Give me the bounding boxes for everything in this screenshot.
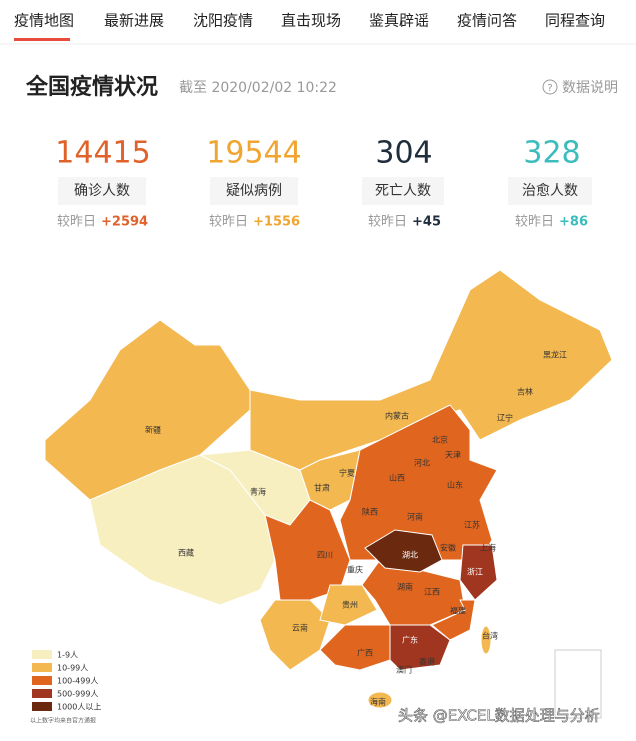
province-label: 新疆 (145, 425, 161, 435)
province-label: 黑龙江 (543, 350, 567, 360)
province-label: 山西 (389, 473, 405, 483)
region[interactable] (319, 584, 378, 626)
region[interactable] (259, 599, 331, 671)
province-label: 广东 (402, 635, 418, 645)
province-label: 浙江 (467, 567, 483, 577)
province-label: 香港 (419, 657, 435, 667)
stat-value: 328 (523, 136, 580, 171)
region[interactable] (480, 625, 492, 655)
legend-label: 1000人以上 (57, 703, 101, 712)
region[interactable] (367, 691, 393, 709)
province-label: 江西 (424, 588, 440, 597)
province-label: 河北 (414, 458, 430, 468)
stat-label-box (508, 177, 592, 205)
province-label: 贵州 (342, 600, 358, 610)
province-label: 福建 (450, 606, 466, 616)
province-label: 海南 (370, 697, 386, 707)
region[interactable] (339, 404, 498, 561)
province-label: 西藏 (178, 548, 194, 558)
legend-label: 500-999人 (57, 690, 98, 699)
delta-prefix: 较昨日 (57, 215, 96, 230)
stat-label-box (362, 177, 444, 205)
province-label: 宁夏 (339, 468, 355, 478)
legend-swatch (32, 650, 52, 659)
province-label: 湖北 (402, 551, 418, 560)
stat-label: 治愈人数 (522, 183, 578, 199)
delta-prefix: 较昨日 (368, 215, 407, 230)
delta: +86 (559, 215, 588, 230)
help-link[interactable]: ? 数据说明 (542, 79, 618, 96)
province-label: 青海 (250, 487, 266, 497)
stats: 14415 确诊人数 较昨日 +2594 19544 疑似病例 较昨日 +155… (55, 136, 592, 230)
province-label: 安徽 (440, 543, 456, 553)
legend-swatch (32, 702, 52, 711)
header-title: 全国疫情状况 (25, 74, 158, 100)
map-note: 以上数字均来自官方通报 (30, 717, 96, 725)
province-label: 甘肃 (314, 483, 330, 493)
stat-value: 19544 (206, 136, 301, 171)
province-label: 江苏 (464, 520, 480, 530)
province-label: 四川 (317, 551, 333, 560)
stat-label-box (210, 177, 298, 205)
region[interactable] (389, 624, 451, 671)
legend-label: 10-99人 (57, 664, 88, 673)
legend-label: 1-9人 (57, 651, 78, 660)
map (44, 269, 613, 719)
help-icon (542, 79, 558, 95)
province-label: 北京 (432, 435, 448, 445)
province-label: 湖南 (397, 582, 413, 592)
region[interactable] (264, 499, 351, 601)
region[interactable] (364, 529, 443, 573)
region[interactable] (319, 624, 391, 671)
inset-box (554, 649, 602, 719)
legend-swatch (32, 663, 52, 672)
delta-prefix: 较昨日 (515, 215, 554, 230)
help-text: 数据说明 (562, 80, 618, 96)
province-label: 上海 (480, 543, 496, 553)
tab[interactable]: 沈阳疫情 (193, 12, 253, 30)
delta: +45 (412, 215, 441, 230)
legend: 1-9人 10-99人 100-499人 500-999人 1000人以上 以上… (30, 650, 101, 725)
stat-label: 确诊人数 (74, 183, 130, 199)
region[interactable] (459, 544, 498, 601)
tab[interactable]: 同程查询 (545, 12, 605, 30)
tab[interactable]: 疫情地图 (14, 12, 74, 30)
tab[interactable]: 直击现场 (281, 12, 341, 30)
province-label: 台湾 (482, 631, 498, 641)
province-label: 陕西 (362, 507, 378, 517)
province-label: 澳门 (396, 665, 412, 675)
timestamp: 截至 2020/02/02 10:22 (179, 80, 337, 96)
province-label: 山东 (447, 480, 463, 490)
province-labels: 黑龙江 吉林 辽宁 内蒙古 北京 天津 河北 山西 山东 宁夏 甘肃 青海 新疆… (145, 350, 567, 707)
legend-label: 100-499人 (57, 677, 98, 686)
legend-swatch (32, 676, 52, 685)
province-label: 云南 (292, 623, 308, 633)
tab[interactable]: 鉴真辟谣 (369, 12, 429, 30)
watermark: 头条 @EXCEL数据处理与分析 (398, 707, 600, 725)
delta: +1556 (253, 215, 300, 230)
stat-label: 死亡人数 (375, 183, 431, 199)
tab[interactable]: 最新进展 (104, 12, 164, 30)
province-label: 内蒙古 (385, 411, 409, 421)
active-tab-indicator (14, 38, 70, 41)
province-label: 辽宁 (497, 413, 513, 423)
stat-label-box (58, 177, 146, 205)
tab[interactable]: 疫情问答 (457, 12, 517, 30)
legend-swatch (32, 689, 52, 698)
province-label: 广西 (357, 648, 373, 658)
stat-value: 14415 (55, 136, 150, 171)
stat-value: 304 (375, 136, 432, 171)
province-label: 天津 (445, 450, 461, 460)
tab-bar: 疫情地图 最新进展 沈阳疫情 直击现场 鉴真辟谣 疫情问答 同程查询 (0, 12, 636, 45)
province-label: 重庆 (347, 565, 363, 575)
stat-label: 疑似病例 (226, 183, 282, 199)
delta: +2594 (101, 215, 148, 230)
province-label: 吉林 (517, 387, 533, 397)
province-label: 河南 (407, 512, 423, 522)
delta-prefix: 较昨日 (209, 215, 248, 230)
help-icon-mark: ? (547, 83, 552, 94)
